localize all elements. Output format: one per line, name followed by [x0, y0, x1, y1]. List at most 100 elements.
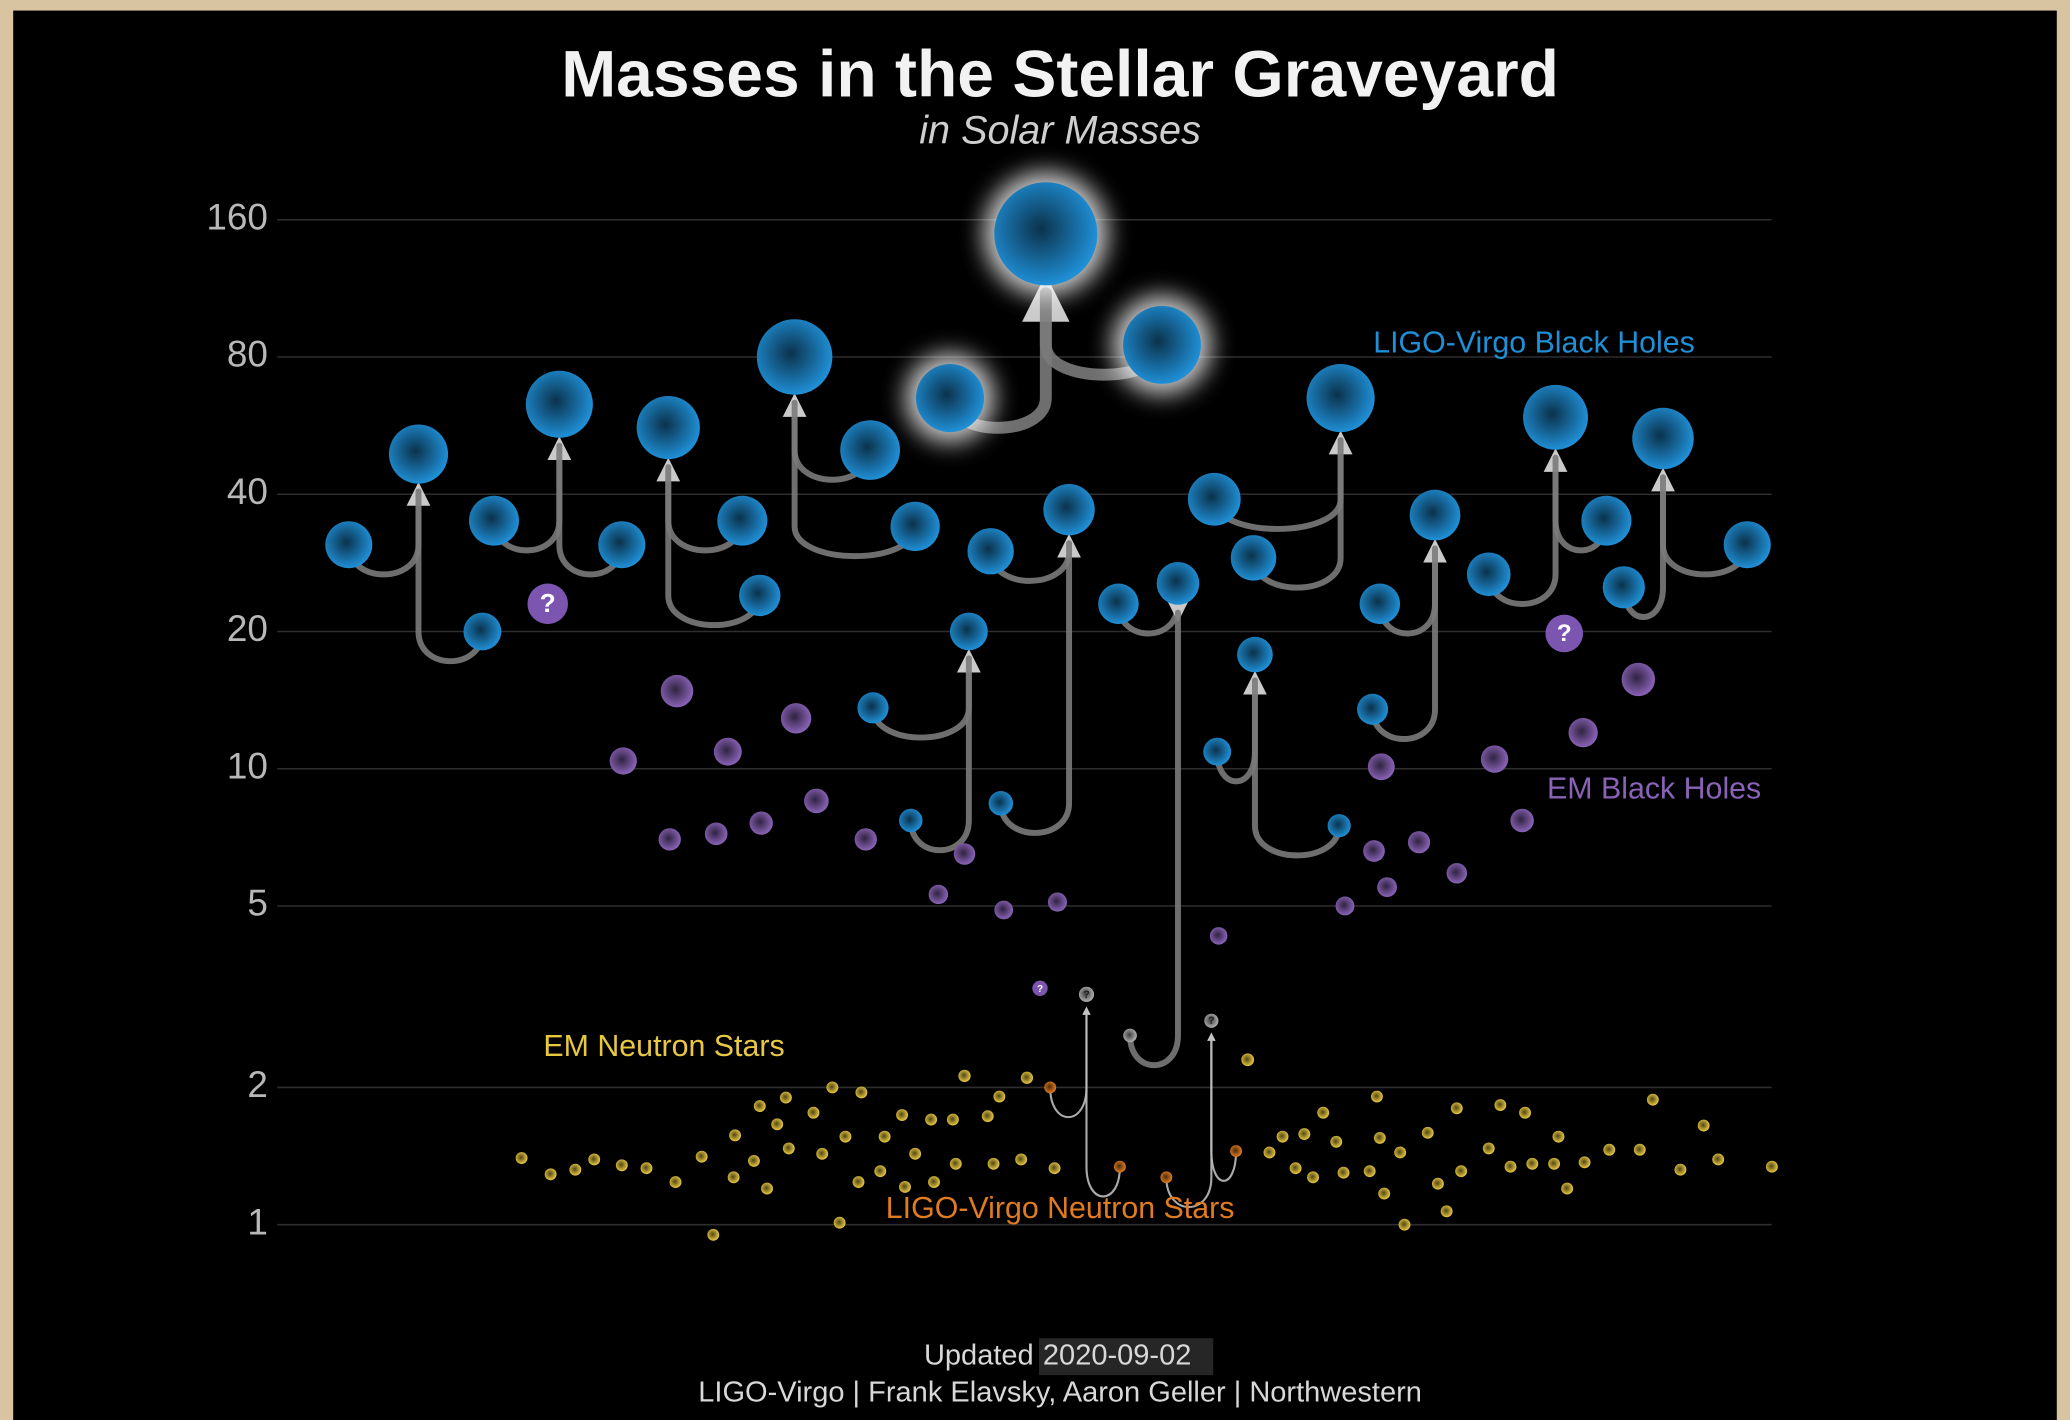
data-point — [909, 1147, 922, 1160]
data-point — [1020, 1071, 1034, 1084]
data-point — [854, 828, 877, 851]
data-point — [779, 1091, 792, 1104]
data-point — [874, 1165, 887, 1178]
date-highlight — [1038, 1338, 1214, 1376]
data-point — [707, 1228, 720, 1241]
data-point — [804, 788, 829, 814]
y-tick-label: 5 — [247, 883, 268, 924]
series-label: EM Black Holes — [1547, 773, 1761, 806]
data-point — [780, 703, 812, 734]
data-point — [839, 1130, 852, 1143]
data-point — [1048, 1162, 1061, 1175]
chart-subtitle: in Solar Masses — [919, 109, 1201, 153]
data-point — [1504, 1160, 1517, 1173]
data-point — [525, 370, 593, 438]
data-point — [925, 1113, 938, 1126]
footer-credits: LIGO-Virgo | Frank Elavsky, Aaron Geller… — [698, 1376, 1422, 1408]
y-tick-label: 160 — [206, 197, 268, 238]
data-point — [1370, 1090, 1383, 1103]
footer-date: 2020-09-02 — [1043, 1339, 1191, 1371]
unknown-label: ? — [1037, 984, 1043, 995]
data-point — [1289, 1162, 1302, 1175]
data-point — [1407, 831, 1431, 854]
unknown-label: ? — [1083, 989, 1090, 1001]
data-point — [1378, 1187, 1391, 1200]
merger-arrow — [1251, 677, 1343, 859]
data-point — [1047, 892, 1067, 912]
unknown-point — [1545, 614, 1584, 653]
data-point — [1633, 1143, 1646, 1156]
data-point — [640, 1162, 653, 1175]
unknown-point — [527, 583, 568, 625]
data-point — [636, 396, 700, 460]
data-point — [713, 737, 742, 766]
data-point — [1519, 1106, 1531, 1119]
data-point — [1373, 1131, 1386, 1144]
data-point — [1187, 472, 1241, 526]
data-point — [1510, 808, 1534, 833]
data-point — [1482, 1142, 1495, 1155]
data-point — [1160, 1171, 1173, 1184]
data-point — [1548, 1157, 1561, 1170]
data-point — [388, 424, 449, 484]
data-point — [1230, 535, 1277, 581]
data-point — [1398, 1218, 1411, 1231]
data-point — [1330, 1135, 1343, 1148]
data-point — [515, 1152, 528, 1164]
data-point — [1494, 1099, 1507, 1111]
data-point — [1156, 562, 1200, 605]
data-point — [896, 1109, 909, 1121]
data-point — [1337, 1166, 1350, 1179]
data-point — [1632, 407, 1694, 470]
data-point — [816, 1147, 829, 1160]
data-point — [1357, 693, 1389, 725]
data-point — [1568, 718, 1598, 748]
y-tick-label: 2 — [247, 1064, 268, 1105]
chart-title: Masses in the Stellar Graveyard — [561, 37, 1559, 111]
data-point — [463, 612, 502, 651]
data-point — [717, 495, 768, 546]
data-point — [993, 1090, 1006, 1103]
merger-arrow — [1085, 1008, 1121, 1198]
data-point — [988, 791, 1014, 816]
unknown-point — [1032, 980, 1048, 996]
y-tick-label: 10 — [227, 746, 268, 787]
data-point — [855, 1086, 868, 1099]
data-point — [1123, 1028, 1137, 1043]
series-label: LIGO-Virgo Black Holes — [1373, 326, 1695, 359]
data-point — [1409, 489, 1461, 541]
data-point — [1450, 1102, 1463, 1115]
data-point — [1440, 1205, 1453, 1218]
data-point — [1298, 1128, 1311, 1141]
data-point — [1044, 1081, 1057, 1094]
data-point — [1765, 1160, 1778, 1173]
data-point — [1307, 1171, 1319, 1184]
data-point — [987, 1157, 1000, 1170]
data-point — [1204, 1013, 1219, 1028]
data-point — [1123, 306, 1201, 384]
data-point — [1455, 1165, 1468, 1178]
data-point — [1317, 1106, 1330, 1119]
data-point — [569, 1163, 582, 1176]
data-point — [1621, 662, 1656, 697]
data-point — [852, 1176, 865, 1189]
data-point — [1230, 1145, 1242, 1158]
data-point — [994, 182, 1098, 286]
data-point — [1552, 1130, 1565, 1143]
data-point — [1466, 552, 1511, 597]
marks: ????? — [325, 171, 1778, 1241]
data-point — [1603, 1143, 1616, 1156]
data-point — [949, 612, 988, 651]
data-point — [878, 1130, 891, 1143]
data-point — [1712, 1153, 1725, 1166]
data-point — [660, 674, 694, 708]
data-point — [928, 884, 949, 905]
data-point — [981, 1110, 994, 1123]
data-point — [739, 574, 781, 617]
data-point — [1523, 384, 1588, 450]
data-point — [782, 1142, 795, 1155]
data-point — [1263, 1146, 1276, 1159]
footer-updated: Updated — [924, 1339, 1034, 1371]
